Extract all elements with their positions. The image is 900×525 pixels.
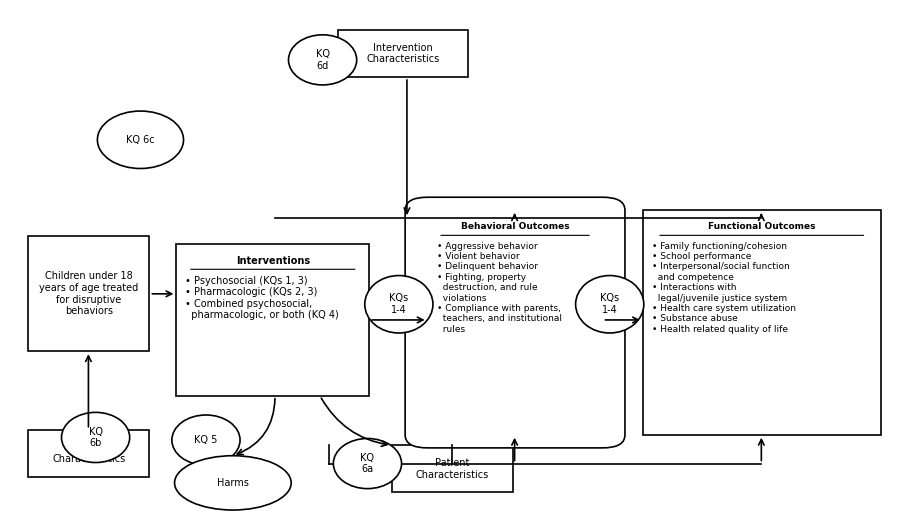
Text: • Psychosocial (KQs 1, 3)
• Pharmacologic (KQs 2, 3)
• Combined psychosocial,
  : • Psychosocial (KQs 1, 3) • Pharmacologi…: [185, 276, 339, 320]
Ellipse shape: [61, 412, 130, 463]
Text: KQ 6c: KQ 6c: [126, 135, 155, 145]
Ellipse shape: [364, 276, 433, 333]
Text: KQ
6b: KQ 6b: [88, 427, 103, 448]
Ellipse shape: [289, 35, 356, 85]
Text: KQs
1-4: KQs 1-4: [600, 293, 619, 315]
Bar: [338, 30, 468, 77]
Text: Patient
Characteristics: Patient Characteristics: [416, 458, 489, 479]
Text: KQ 5: KQ 5: [194, 435, 218, 445]
Text: KQ
6d: KQ 6d: [316, 49, 329, 71]
Ellipse shape: [576, 276, 644, 333]
Ellipse shape: [97, 111, 184, 169]
Ellipse shape: [333, 438, 401, 489]
Text: Harms: Harms: [217, 478, 248, 488]
Text: Behavioral Outcomes: Behavioral Outcomes: [461, 222, 570, 231]
Text: Intervention
Characteristics: Intervention Characteristics: [366, 43, 439, 65]
Text: Disorder
Characteristics: Disorder Characteristics: [52, 442, 125, 464]
Text: Children under 18
years of age treated
for disruptive
behaviors: Children under 18 years of age treated f…: [40, 271, 139, 316]
Ellipse shape: [172, 415, 240, 465]
Text: • Aggressive behavior
• Violent behavior
• Delinquent behavior
• Fighting, prope: • Aggressive behavior • Violent behavior…: [436, 242, 562, 334]
Text: KQs
1-4: KQs 1-4: [390, 293, 409, 315]
FancyBboxPatch shape: [405, 197, 625, 448]
Text: • Family functioning/cohesion
• School performance
• Interpersonal/social functi: • Family functioning/cohesion • School p…: [652, 242, 796, 334]
Bar: [176, 244, 369, 396]
Bar: [392, 445, 513, 492]
Bar: [28, 236, 149, 351]
Bar: [28, 429, 149, 477]
Ellipse shape: [175, 456, 292, 510]
Bar: [643, 211, 881, 435]
Text: Functional Outcomes: Functional Outcomes: [708, 222, 815, 231]
Text: Interventions: Interventions: [236, 256, 310, 266]
Text: KQ
6a: KQ 6a: [361, 453, 374, 475]
